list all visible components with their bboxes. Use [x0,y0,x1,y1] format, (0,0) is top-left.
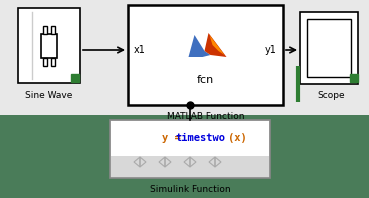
Polygon shape [204,33,227,57]
FancyBboxPatch shape [128,5,283,105]
FancyBboxPatch shape [51,57,55,66]
Text: Scope: Scope [317,91,345,100]
FancyBboxPatch shape [111,121,269,156]
Polygon shape [210,35,224,55]
Text: fcn: fcn [197,75,214,85]
FancyBboxPatch shape [51,26,55,33]
FancyBboxPatch shape [0,0,369,115]
Text: MATLAB Function: MATLAB Function [167,112,244,121]
Polygon shape [189,35,210,57]
FancyBboxPatch shape [41,33,57,57]
Text: Simulink Function: Simulink Function [150,185,230,194]
FancyBboxPatch shape [18,8,80,83]
FancyBboxPatch shape [300,12,358,84]
Text: timestwo: timestwo [176,133,226,143]
Text: x1: x1 [134,45,146,55]
Text: Sine Wave: Sine Wave [25,91,73,100]
Text: (x): (x) [228,133,247,143]
FancyBboxPatch shape [43,26,47,33]
FancyBboxPatch shape [110,120,270,178]
FancyBboxPatch shape [43,57,47,66]
FancyBboxPatch shape [0,115,369,198]
FancyBboxPatch shape [307,19,351,77]
Text: y1: y1 [265,45,277,55]
Text: y =: y = [162,133,187,143]
